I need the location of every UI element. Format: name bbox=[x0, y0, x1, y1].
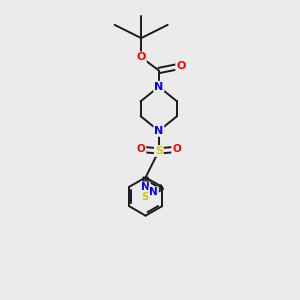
Text: O: O bbox=[172, 144, 181, 154]
Text: N: N bbox=[154, 82, 164, 92]
Text: N: N bbox=[141, 182, 150, 192]
Text: N: N bbox=[154, 126, 164, 136]
Text: S: S bbox=[155, 146, 163, 156]
Text: O: O bbox=[136, 52, 146, 62]
Text: O: O bbox=[176, 61, 186, 71]
Text: N: N bbox=[149, 187, 158, 197]
Text: O: O bbox=[137, 144, 146, 154]
Text: S: S bbox=[141, 193, 149, 202]
